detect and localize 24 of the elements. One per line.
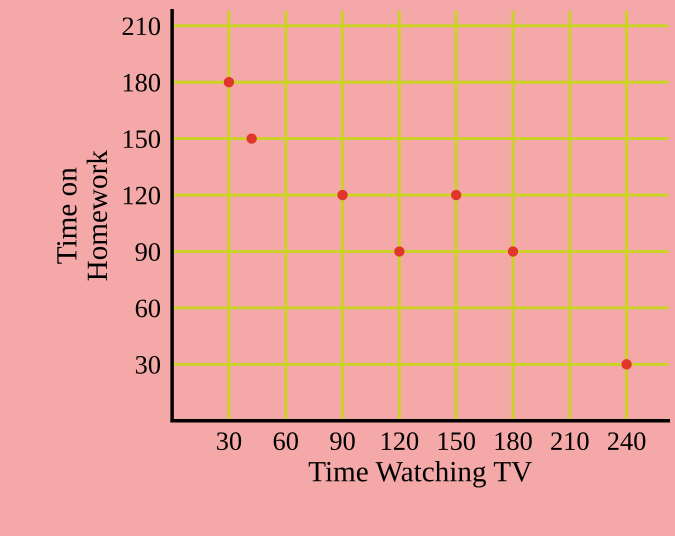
y-tick-label: 30	[136, 356, 160, 374]
point	[451, 190, 462, 200]
y-tick-label: 210	[122, 17, 160, 36]
x-axis-title: Time Watching TV	[308, 461, 532, 488]
point	[337, 190, 348, 200]
y-tick-label: 120	[124, 186, 160, 204]
point	[394, 246, 405, 257]
point	[224, 77, 234, 88]
y-tick-label: 150	[124, 130, 160, 148]
x-tick-label: 180	[496, 432, 532, 450]
y-tick-label: 90	[135, 243, 160, 261]
point	[246, 133, 257, 144]
point	[508, 246, 518, 257]
y-tick-label: 180	[124, 74, 160, 92]
x-tick-label: 60	[274, 432, 298, 450]
x-tick-label: 210	[551, 432, 589, 450]
x-tick-label: 120	[382, 432, 418, 450]
x-tick-label: 150	[438, 432, 475, 450]
x-tick-label: 30	[217, 432, 242, 450]
y-tick-label: 60	[136, 300, 160, 318]
point	[621, 359, 632, 370]
y-axis-title: Time on Homework	[57, 150, 108, 281]
x-tick-label: 90	[330, 432, 355, 450]
x-tick-label: 240	[608, 432, 646, 450]
